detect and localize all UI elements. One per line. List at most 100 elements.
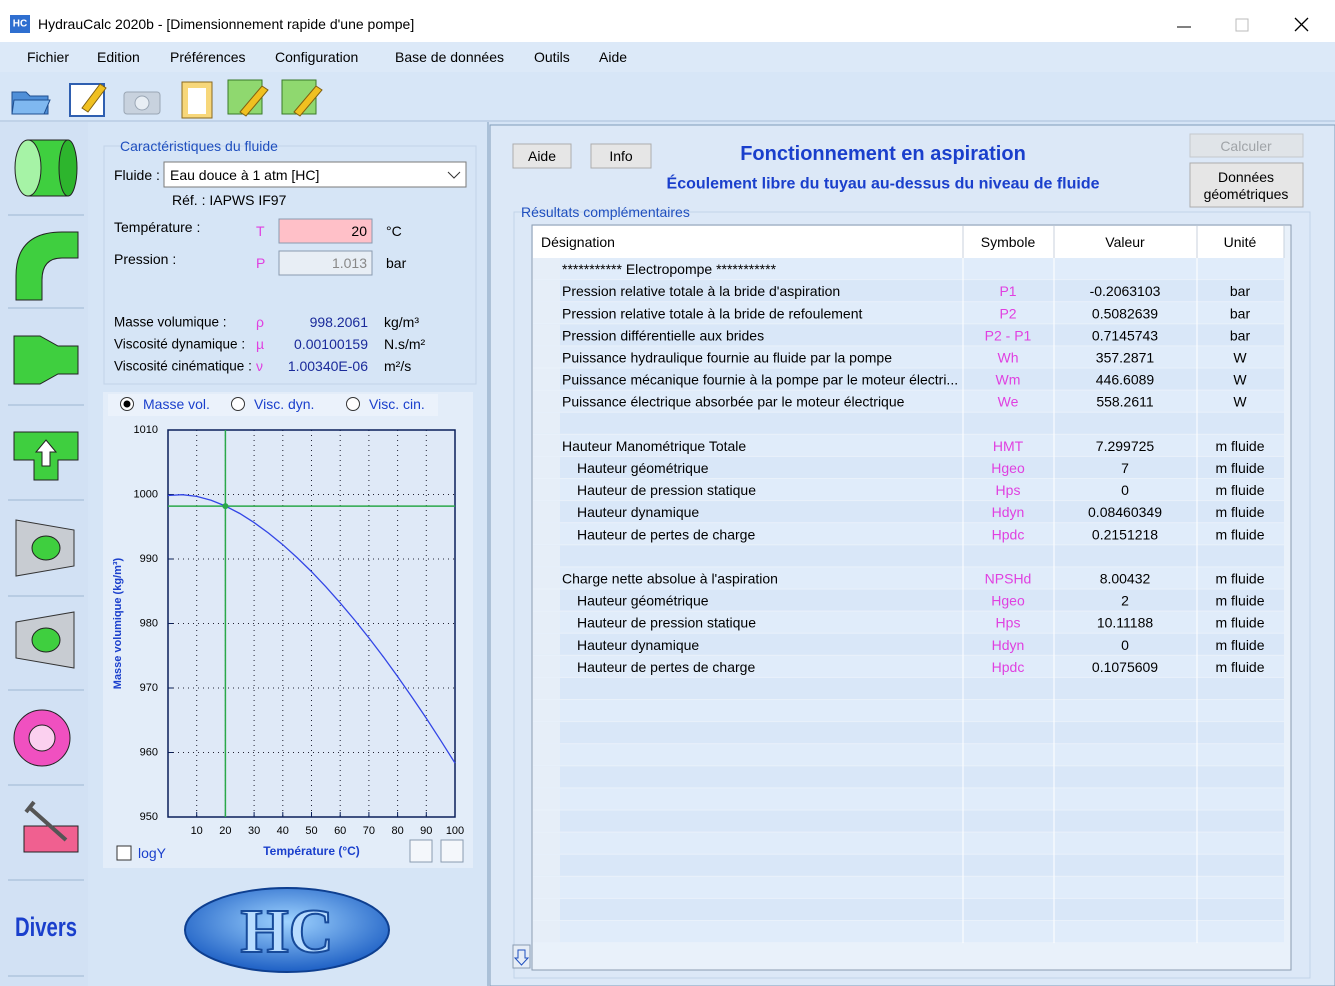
- menu-item[interactable]: Outils: [534, 49, 570, 65]
- property-label: Viscosité dynamique :: [114, 337, 245, 352]
- radio-label[interactable]: Visc. dyn.: [254, 396, 314, 412]
- input-label: Température :: [114, 219, 200, 235]
- row-symbol: Hps: [996, 615, 1021, 631]
- property-unit: N.s/m²: [384, 336, 426, 352]
- menu-item[interactable]: Configuration: [275, 49, 358, 65]
- x-tick-label: 90: [420, 825, 432, 837]
- row-unit: bar: [1230, 305, 1251, 321]
- menu-item[interactable]: Fichier: [27, 49, 69, 65]
- row-value: 10.11188: [1097, 615, 1154, 631]
- calc-button[interactable]: [1189, 133, 1304, 158]
- radio-label[interactable]: Visc. cin.: [369, 396, 425, 412]
- row-value: 0.08460349: [1088, 504, 1162, 520]
- row-symbol: NPSHd: [985, 570, 1032, 586]
- pipe-icon-end: [58, 139, 78, 197]
- input-box: [278, 250, 373, 276]
- row-symbol: P1: [999, 283, 1016, 299]
- row-symbol: Wh: [998, 349, 1019, 365]
- logy-checkbox[interactable]: [116, 845, 132, 861]
- table-row: [533, 898, 1284, 920]
- property-label: Masse volumique :: [114, 315, 227, 330]
- row-indicator: [533, 744, 560, 766]
- row-value: 446.6089: [1096, 372, 1155, 388]
- radio-button[interactable]: [346, 397, 360, 411]
- scroll-down-button[interactable]: [512, 944, 531, 969]
- maximize-button[interactable]: [1235, 18, 1249, 32]
- menu-item[interactable]: Préférences: [170, 49, 245, 65]
- fluid-label: Fluide :: [114, 167, 160, 183]
- table-row: [533, 280, 1284, 302]
- info-button[interactable]: [590, 143, 652, 169]
- menu-item[interactable]: Aide: [599, 49, 627, 65]
- menu-item[interactable]: Base de données: [395, 49, 504, 65]
- row-indicator: [533, 700, 560, 722]
- table-row: [533, 876, 1284, 898]
- help-button[interactable]: [512, 143, 572, 169]
- sidebar-misc[interactable]: Divers: [15, 912, 77, 942]
- row-indicator: [533, 832, 560, 854]
- fluid-dropdown[interactable]: [163, 161, 467, 188]
- row-indicator: [533, 589, 560, 611]
- row-label: Hauteur dynamique: [577, 504, 699, 520]
- grid-pencil-1: [239, 85, 269, 117]
- fluid-group-title: Caractéristiques du fluide: [120, 138, 278, 154]
- row-label: Hauteur de pression statique: [577, 482, 756, 498]
- elbow-icon[interactable]: [15, 231, 79, 301]
- row-value: 0: [1121, 637, 1129, 653]
- sidebar-icons: [13, 139, 79, 853]
- input-value: 1.013: [332, 255, 367, 271]
- row-value: 0.2151218: [1092, 526, 1158, 542]
- row-indicator: [533, 545, 560, 567]
- row-unit: W: [1233, 394, 1247, 410]
- x-tick-label: 60: [334, 825, 346, 837]
- valve-icon[interactable]: [23, 825, 79, 853]
- property-value: 998.2061: [310, 314, 369, 330]
- property-symbol: ρ: [256, 314, 264, 330]
- row-indicator: [533, 302, 560, 324]
- input-label: Pression :: [114, 251, 176, 267]
- x-tick-label: 30: [248, 825, 260, 837]
- table-row: [533, 810, 1284, 832]
- row-indicator: [533, 324, 560, 346]
- menu-item[interactable]: Edition: [97, 49, 140, 65]
- row-label: *********** Electropompe ***********: [562, 261, 777, 277]
- row-symbol: Hgeo: [991, 593, 1025, 609]
- input-value[interactable]: 20: [351, 223, 367, 239]
- radio-label[interactable]: Masse vol.: [143, 396, 210, 412]
- info-button-label[interactable]: Info: [609, 148, 633, 164]
- geometry-button-label[interactable]: géométriques: [1204, 186, 1289, 202]
- input-box[interactable]: [278, 218, 373, 244]
- table-row: [533, 921, 1284, 943]
- ring-icon-hole: [28, 724, 56, 752]
- row-unit: m fluide: [1215, 615, 1264, 631]
- radio-dot: [123, 400, 131, 408]
- table-row: [533, 390, 1284, 412]
- row-unit: m fluide: [1215, 659, 1264, 675]
- close-button[interactable]: [1294, 17, 1309, 32]
- table-row: [533, 633, 1284, 655]
- tee-arrow: [34, 439, 58, 467]
- row-indicator: [533, 368, 560, 390]
- help-button-label[interactable]: Aide: [528, 148, 556, 164]
- table-row: [533, 766, 1284, 788]
- fluid-value: Eau douce à 1 atm [HC]: [170, 167, 319, 183]
- logy-label[interactable]: logY: [138, 845, 167, 861]
- row-label: Puissance mécanique fournie à la pompe p…: [562, 372, 958, 388]
- zoom-button[interactable]: [440, 839, 464, 863]
- geometry-button[interactable]: [1189, 162, 1304, 208]
- x-tick-label: 70: [363, 825, 375, 837]
- reducer-icon[interactable]: [13, 335, 79, 385]
- property-symbol: µ: [256, 336, 264, 352]
- chart-tool-button[interactable]: [409, 839, 433, 863]
- row-indicator: [533, 258, 560, 280]
- calc-button-label[interactable]: Calculer: [1220, 138, 1272, 154]
- row-unit: m fluide: [1215, 593, 1264, 609]
- row-unit: m fluide: [1215, 504, 1264, 520]
- row-indicator: [533, 722, 560, 744]
- app-icon-text: HC: [13, 19, 27, 30]
- geometry-button-label[interactable]: Données: [1218, 169, 1274, 185]
- radio-button[interactable]: [231, 397, 245, 411]
- clipboard-paper: [188, 88, 206, 114]
- x-tick-label: 100: [446, 825, 464, 837]
- input-unit: °C: [386, 223, 402, 239]
